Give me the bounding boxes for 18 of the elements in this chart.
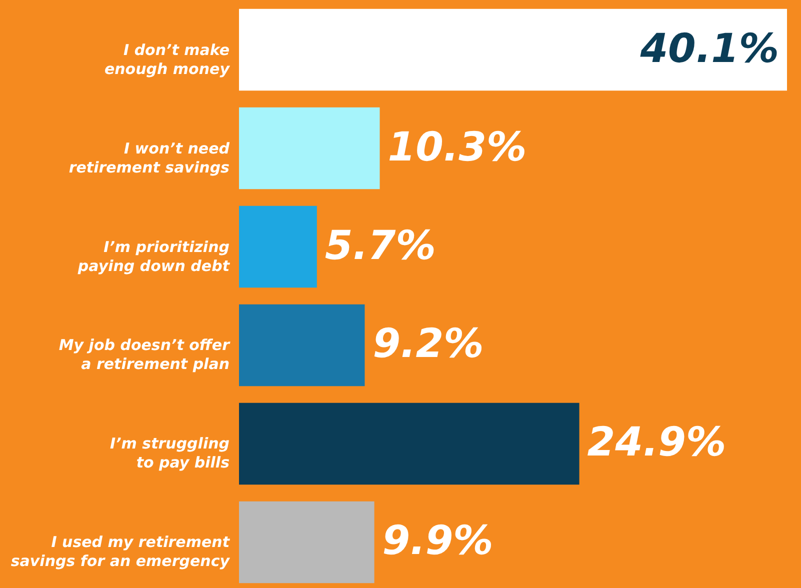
bar bbox=[239, 206, 317, 288]
y-tick-label: I don’t make enough money bbox=[104, 40, 231, 78]
y-tick-label: My job doesn’t offer a retirement plan bbox=[58, 336, 232, 374]
data-label: 9.2% bbox=[372, 321, 484, 368]
y-tick-label: I used my retirement savings for an emergency bbox=[10, 533, 231, 570]
data-label: 9.9% bbox=[382, 518, 494, 564]
bar bbox=[239, 501, 374, 584]
data-label: 10.3% bbox=[388, 124, 527, 170]
data-label: 5.7% bbox=[324, 222, 436, 269]
bar bbox=[239, 402, 580, 485]
data-label: 40.1% bbox=[639, 26, 779, 72]
y-tick-label: I won’t need retirement savings bbox=[68, 139, 230, 176]
bar bbox=[239, 8, 787, 91]
data-label: 24.9% bbox=[587, 420, 726, 466]
y-tick-label: I’m struggling to pay bills bbox=[110, 434, 230, 472]
y-tick-label: I’m prioritizing paying down debt bbox=[76, 238, 230, 275]
bar bbox=[239, 304, 365, 386]
bar bbox=[239, 107, 380, 190]
